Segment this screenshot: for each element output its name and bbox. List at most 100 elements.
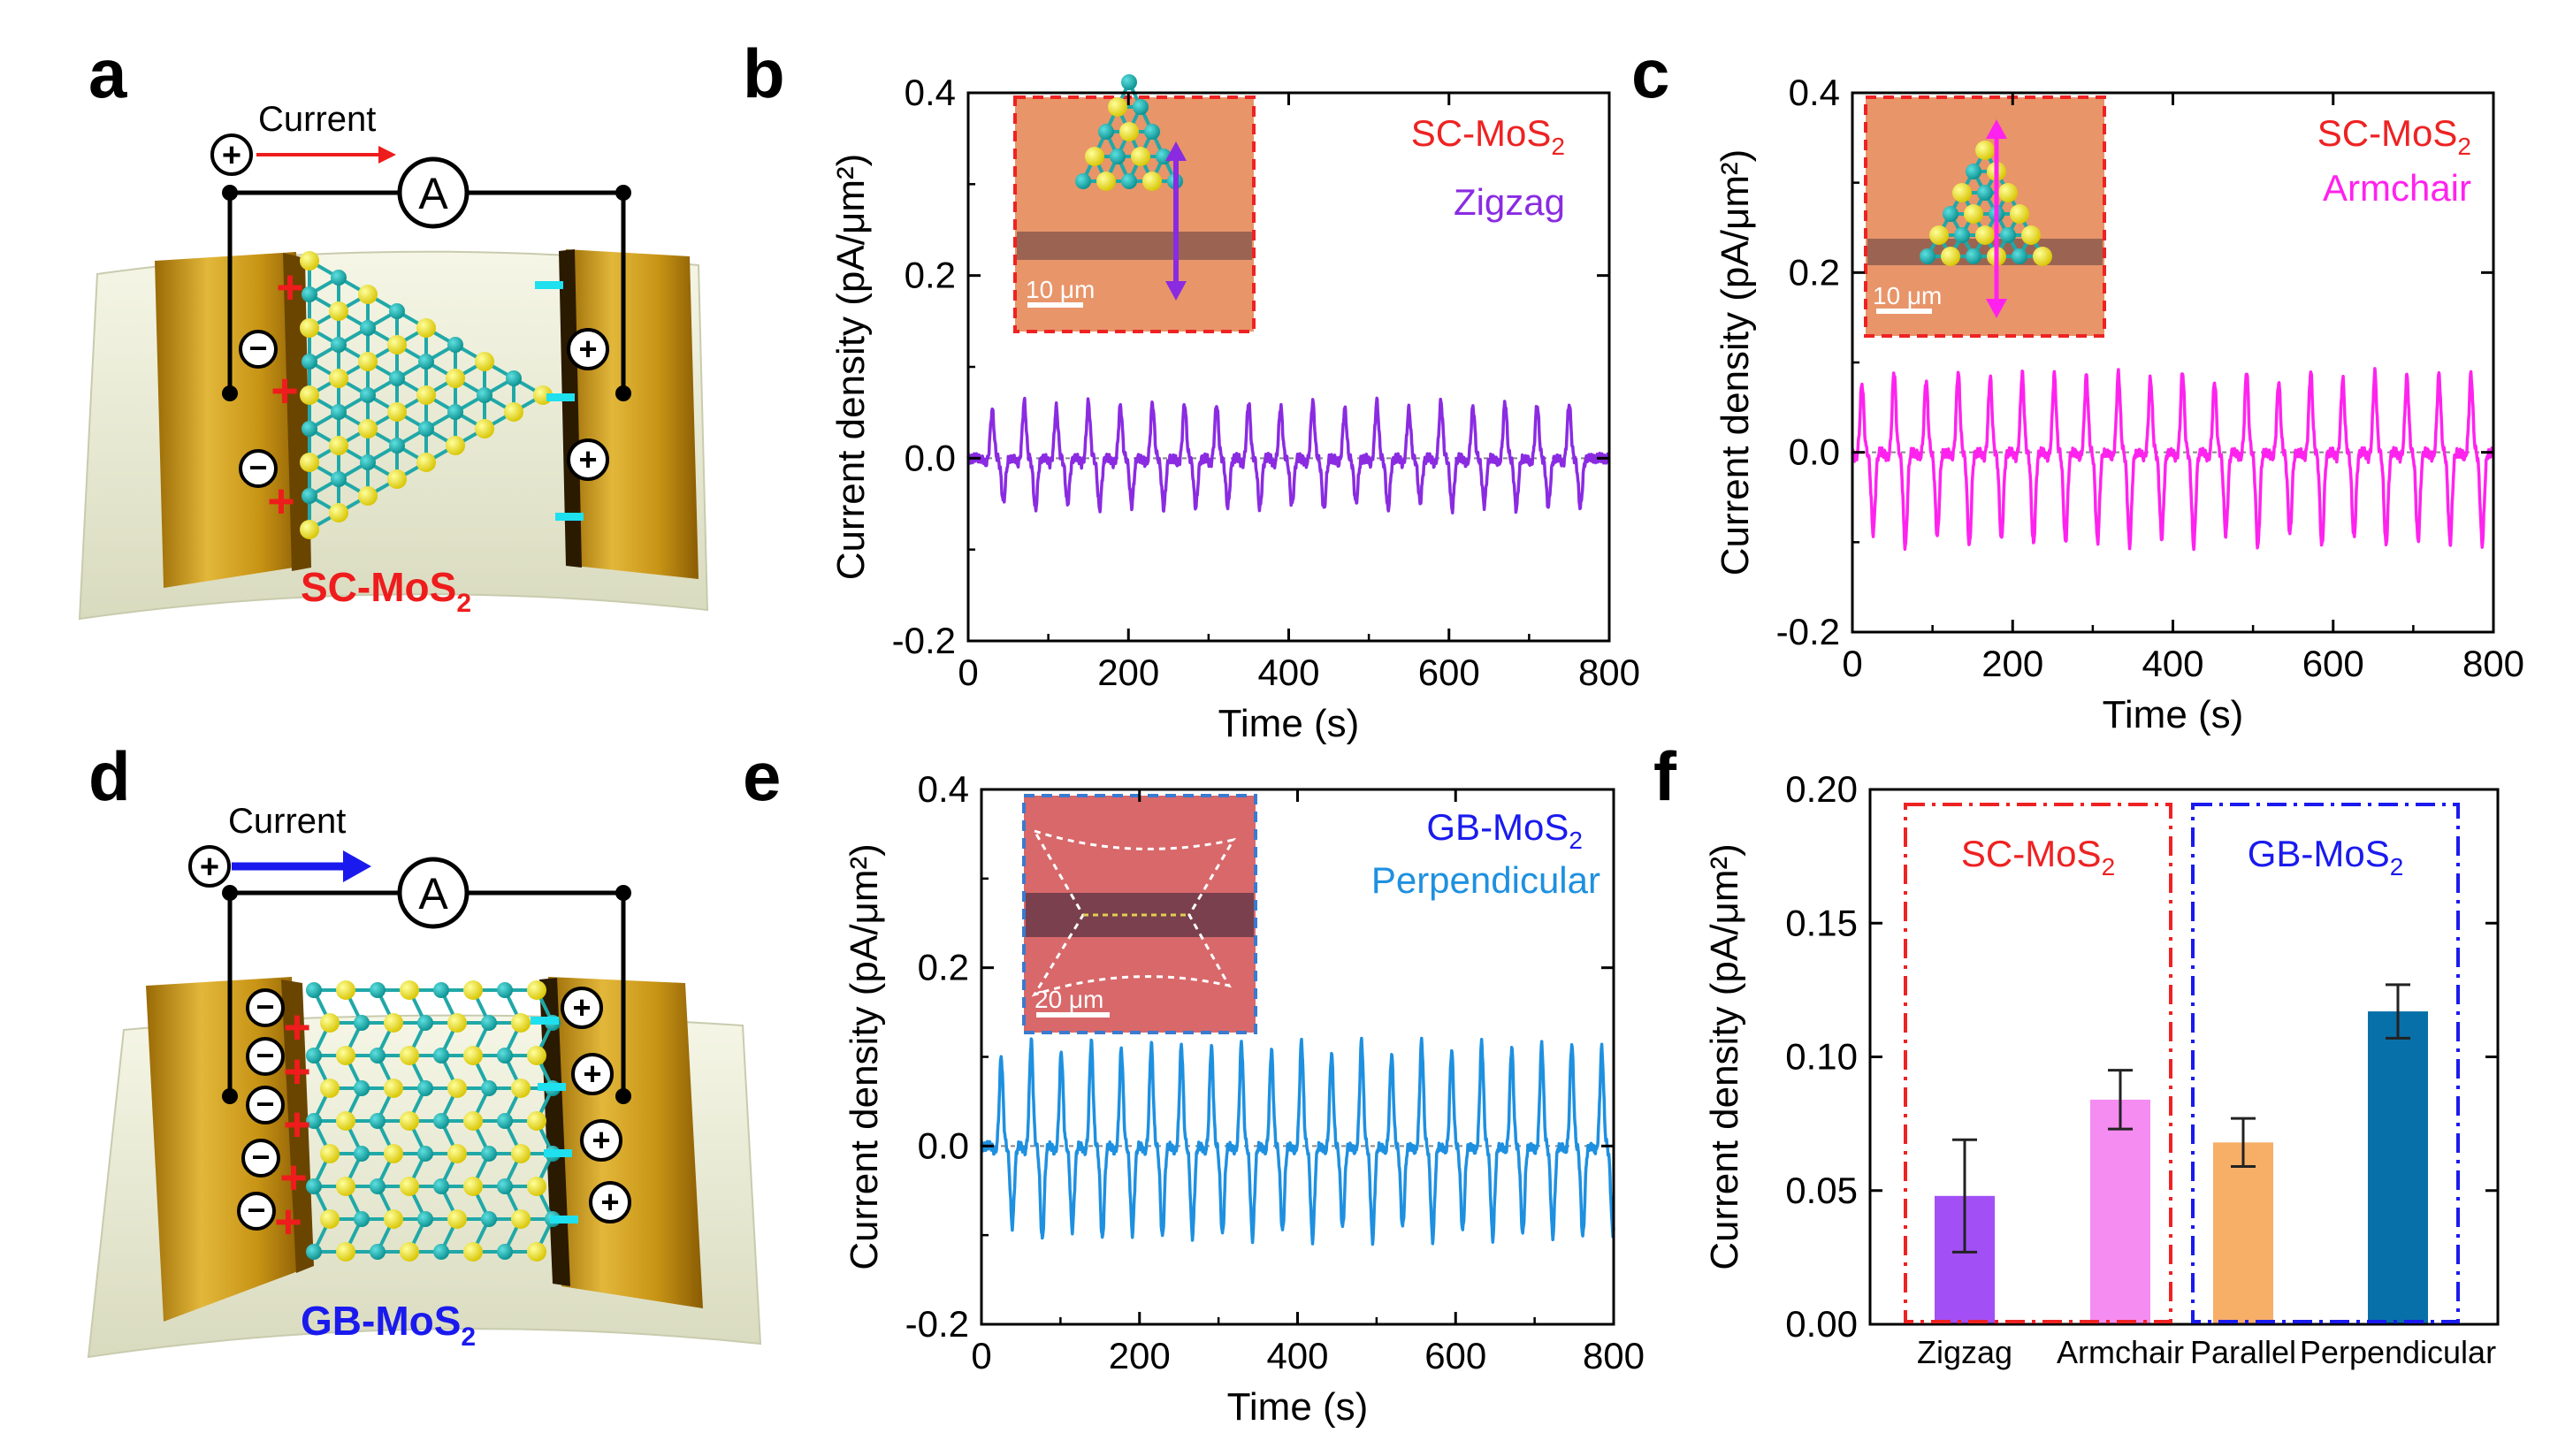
y-axis-label: Current density (pA/μm²): [1714, 149, 1757, 576]
mo-atom: [417, 1146, 433, 1162]
inset-outline-e: [1031, 828, 1237, 997]
s-atom: [1964, 204, 1983, 224]
mo-atom: [497, 1178, 513, 1194]
s-atom: [527, 1046, 546, 1065]
s-atom: [446, 436, 465, 455]
panel-d: d A Current + +++++−−−−−++++ GB-MoS2: [87, 737, 762, 1359]
inset-flake-b: [1075, 74, 1183, 191]
positive-charge-symbol: +: [592, 1122, 610, 1158]
positive-charge: +: [283, 1045, 311, 1098]
s-atom: [1131, 147, 1150, 166]
node-a-4: [615, 385, 631, 401]
s-atom: [463, 980, 483, 1000]
mo-atom: [370, 982, 386, 998]
positive-charge-circle: [567, 438, 609, 481]
inset-arrowhead-b-up: [1165, 141, 1187, 161]
x-tick-label: 800: [1578, 652, 1640, 693]
mo-atom: [331, 404, 347, 420]
s-atom: [1975, 225, 1995, 245]
s-atom: [300, 520, 319, 539]
s-atom: [447, 1144, 467, 1163]
mo-atom: [481, 1080, 497, 1096]
inset-arrowhead-c-down: [1986, 299, 2007, 318]
ammeter-label-a: A: [418, 169, 448, 218]
inset-arrowhead-c-up: [1986, 119, 2007, 139]
s-atom: [463, 1046, 483, 1065]
plot-f: Zigzag Armchair Parallel Perpendicular 0.00 0…: [1703, 768, 2500, 1370]
mo-atom: [447, 337, 463, 353]
x-tick-label: 200: [1981, 643, 2043, 684]
s-atom: [1096, 172, 1116, 191]
plus-terminal-d-sign: +: [200, 849, 219, 886]
y-tick-label: 0.2: [905, 255, 956, 296]
negative-charge-dash: [531, 1017, 559, 1025]
y-tick-label: 0.4: [905, 72, 956, 113]
node-d-1: [222, 885, 238, 901]
s-atom: [511, 1209, 531, 1229]
s-atom: [2010, 204, 2029, 224]
s-atom: [1952, 183, 1972, 202]
y-axis-label: Current density (pA/μm²): [829, 154, 873, 581]
mo-atom: [306, 1178, 322, 1194]
s-atom: [463, 1177, 483, 1196]
negative-charge-circle: [246, 1086, 285, 1124]
positive-charge: +: [267, 475, 295, 528]
positive-charge-symbol: +: [578, 331, 597, 367]
node-d-2: [615, 885, 631, 901]
panel-letter-d: d: [88, 737, 131, 815]
mo-atom: [1075, 173, 1091, 189]
series-line: [966, 396, 1611, 515]
y-tick-label: 0.2: [918, 947, 969, 988]
s-atom: [511, 1144, 531, 1163]
negative-charge-circle: [239, 449, 278, 488]
mo-atom: [389, 438, 405, 454]
mo-atom: [306, 1113, 322, 1129]
s-atom: [384, 1013, 403, 1033]
y-tick-label: 0.4: [1789, 72, 1840, 113]
y-tick-label: 0.00: [1785, 1303, 1858, 1345]
s-atom: [400, 1242, 419, 1262]
electrode-right-a: [566, 249, 699, 579]
mo-atom: [418, 354, 434, 370]
mo-atom: [418, 421, 434, 437]
electrode-left-d-side: [281, 980, 314, 1273]
s-atom: [320, 1144, 340, 1163]
group-box-sc: [1904, 803, 2172, 1323]
mo-atom: [306, 1048, 322, 1063]
s-atom: [329, 436, 348, 455]
mo-atom: [417, 1080, 433, 1096]
mo-atom: [302, 488, 317, 504]
s-atom: [447, 1209, 467, 1229]
negative-charge-circle: [246, 1037, 285, 1076]
s-atom: [1998, 183, 2018, 202]
x-tick-label: 0: [958, 652, 978, 693]
s-atom: [336, 1111, 355, 1131]
mo-atom: [331, 337, 347, 353]
negative-charge-circle: [239, 330, 278, 369]
s-atom: [1941, 247, 1960, 266]
y-tick-label: -0.2: [1776, 611, 1840, 652]
electrode-right-d-side: [539, 978, 570, 1286]
bar-armchair: [2090, 1099, 2150, 1324]
negative-charge-circle: [241, 1139, 280, 1178]
scale-label-e: 20 μm: [1035, 986, 1103, 1013]
mo-atom: [481, 1015, 497, 1031]
mo-atom: [1133, 99, 1149, 115]
mo-atom: [331, 471, 347, 487]
s-atom: [416, 453, 436, 472]
s-atom: [336, 1242, 355, 1262]
mo-atom: [497, 1113, 513, 1129]
panel-letter-f: f: [1653, 737, 1677, 815]
negative-charge-dash: [550, 1216, 578, 1223]
material-label-d: GB-MoS2: [301, 1298, 476, 1352]
plot-c: 0 200 400 600 800 -0.2 0.0 0.2 0.4 Time (s) Curren…: [1714, 72, 2524, 736]
legend-e-line2: Perpendicular: [1371, 859, 1600, 901]
panel-f: f Zigzag Armchair Parallel Perpendicular 0.0…: [1653, 737, 2500, 1370]
x-tick-label: 600: [2302, 643, 2364, 684]
positive-charge: +: [274, 1195, 302, 1248]
s-atom: [1085, 147, 1104, 166]
s-atom: [527, 1111, 546, 1131]
panel-letter-a: a: [88, 34, 127, 112]
mo-atom: [481, 1211, 497, 1227]
